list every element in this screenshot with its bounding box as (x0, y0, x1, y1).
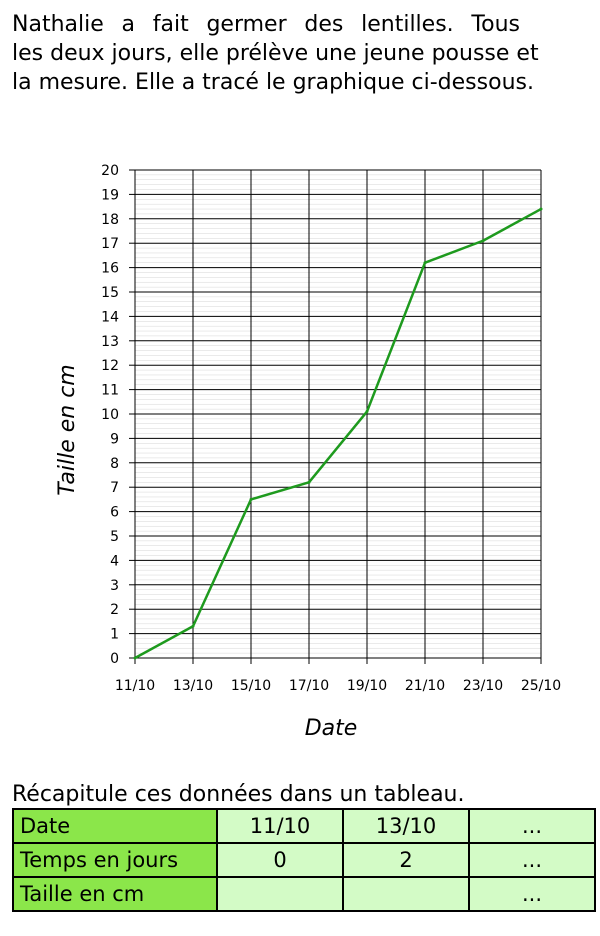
recap-table: Date 11/10 13/10... Temps en jours 0 2... Tail… (12, 808, 596, 912)
table-cell[interactable] (342, 876, 470, 912)
y-tick-label: 18 (101, 212, 119, 228)
table-cell[interactable]: ... (468, 842, 596, 878)
y-tick-label: 20 (101, 163, 119, 179)
data-point (307, 480, 311, 484)
table-row: Taille en cm... (12, 876, 596, 912)
y-tick-label: 11 (101, 383, 119, 399)
y-tick-label: 15 (101, 285, 119, 301)
intro-line-1: Nathalie a fait germer des lentilles. To… (12, 12, 520, 37)
y-tick-label: 12 (101, 358, 119, 374)
y-tick-label: 7 (110, 480, 119, 496)
row-header: Taille en cm (12, 876, 218, 912)
y-tick-label: 16 (101, 261, 119, 277)
x-tick-label: 11/10 (115, 678, 155, 694)
data-point (133, 656, 137, 660)
data-point (249, 497, 253, 501)
table-cell[interactable]: 11/10 (216, 808, 344, 844)
y-tick-label: 5 (110, 529, 119, 545)
row-header: Temps en jours (12, 842, 218, 878)
table-row: Temps en jours 0 2... (12, 842, 596, 878)
intro-text: Nathalie a fait germer des lentilles. To… (12, 10, 592, 97)
chart-series (133, 207, 543, 660)
y-tick-label: 13 (101, 334, 119, 350)
x-tick-label: 19/10 (347, 678, 387, 694)
table-cell[interactable]: 13/10 (342, 808, 470, 844)
data-point (191, 624, 195, 628)
y-axis-label: Taille en cm (55, 364, 80, 495)
table-row: Date 11/10 13/10... (12, 808, 596, 844)
data-point (481, 239, 485, 243)
table-cell[interactable] (216, 876, 344, 912)
x-tick-label: 17/10 (289, 678, 329, 694)
x-tick-label: 21/10 (405, 678, 445, 694)
data-point (423, 261, 427, 265)
intro-line-3: la mesure. Elle a tracé le graphique ci-… (12, 70, 534, 95)
y-tick-label: 6 (110, 505, 119, 521)
y-tick-label: 19 (101, 187, 119, 203)
row-header: Date (12, 808, 218, 844)
table-cell[interactable]: 2 (342, 842, 470, 878)
data-point (365, 410, 369, 414)
x-tick-label: 15/10 (231, 678, 271, 694)
y-tick-label: 1 (110, 627, 119, 643)
chart-grid (129, 169, 542, 664)
y-tick-label: 2 (110, 602, 119, 618)
x-axis-label: Date (305, 716, 358, 741)
y-tick-label: 9 (110, 431, 119, 447)
y-tick-label: 10 (101, 407, 119, 423)
table-cell[interactable]: ... (468, 876, 596, 912)
y-tick-label: 14 (101, 309, 119, 325)
table-cell[interactable]: ... (468, 808, 596, 844)
data-point (539, 207, 543, 211)
series-line (134, 207, 542, 660)
x-tick-labels: 11/10 13/10 15/10 17/10 19/10 21/10 23/10 25/10 (115, 678, 561, 694)
table-cell[interactable]: 0 (216, 842, 344, 878)
y-tick-label: 17 (101, 236, 119, 252)
instruction-text: Récapitule ces données dans un tableau. (12, 782, 465, 807)
y-tick-label: 4 (110, 553, 119, 569)
x-tick-label: 13/10 (173, 678, 213, 694)
x-tick-label: 23/10 (463, 678, 503, 694)
x-tick-label: 25/10 (521, 678, 561, 694)
y-tick-label: 3 (110, 578, 119, 594)
intro-line-2: les deux jours, elle prélève une jeune p… (12, 41, 539, 66)
y-tick-label: 0 (110, 651, 119, 667)
y-tick-label: 8 (110, 456, 119, 472)
